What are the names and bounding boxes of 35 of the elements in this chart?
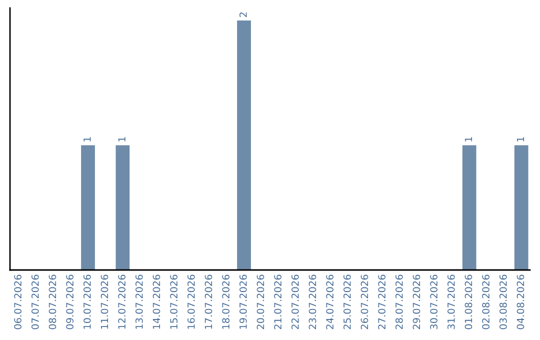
x-tick-label: 13.07.2026 xyxy=(135,274,143,329)
x-tick-label: 16.07.2026 xyxy=(187,274,195,329)
x-tick-label: 28.07.2026 xyxy=(395,274,403,330)
x-tick-label: 26.07.2026 xyxy=(360,274,368,330)
x-tick-label: 07.07.2026 xyxy=(31,274,39,330)
x-tick-label: 22.07.2026 xyxy=(291,274,299,330)
x-tick-label: 01.08.2026 xyxy=(464,274,472,330)
x-tick-label: 09.07.2026 xyxy=(66,274,74,330)
x-tick-label: 21.07.2026 xyxy=(274,274,282,330)
x-tick-label: 03.08.2026 xyxy=(499,274,507,330)
x-tick-label: 27.07.2026 xyxy=(378,274,386,330)
x-tick-label: 08.07.2026 xyxy=(48,274,56,330)
x-tick-label: 19.07.2026 xyxy=(239,274,247,329)
x-tick-label: 12.07.2026 xyxy=(118,274,126,329)
data-label: 1 xyxy=(516,137,524,142)
x-tick-label: 10.07.2026 xyxy=(83,274,91,329)
x-tick-label: 29.07.2026 xyxy=(412,274,420,330)
x-tick-label: 17.07.2026 xyxy=(204,274,212,329)
data-label: 1 xyxy=(464,137,472,142)
data-label: 1 xyxy=(84,137,91,142)
x-tick-label: 11.07.2026 xyxy=(100,274,108,329)
x-tick-label: 25.07.2026 xyxy=(343,274,351,330)
x-tick-label: 31.07.2026 xyxy=(447,274,455,330)
data-label: 2 xyxy=(239,12,247,17)
x-tick-label: 20.07.2026 xyxy=(256,274,264,330)
x-tick-label: 06.07.2026 xyxy=(14,274,22,330)
x-tick-label: 14.07.2026 xyxy=(152,274,160,329)
x-tick-label: 15.07.2026 xyxy=(170,274,178,329)
x-tick-label: 02.08.2026 xyxy=(482,274,490,330)
x-tick-label: 23.07.2026 xyxy=(308,274,316,330)
x-tick-label: 30.07.2026 xyxy=(430,274,438,330)
x-tick-label: 04.08.2026 xyxy=(516,274,524,330)
data-label: 1 xyxy=(118,137,126,142)
x-tick-label: 24.07.2026 xyxy=(326,274,334,330)
x-tick-label: 18.07.2026 xyxy=(222,274,230,329)
